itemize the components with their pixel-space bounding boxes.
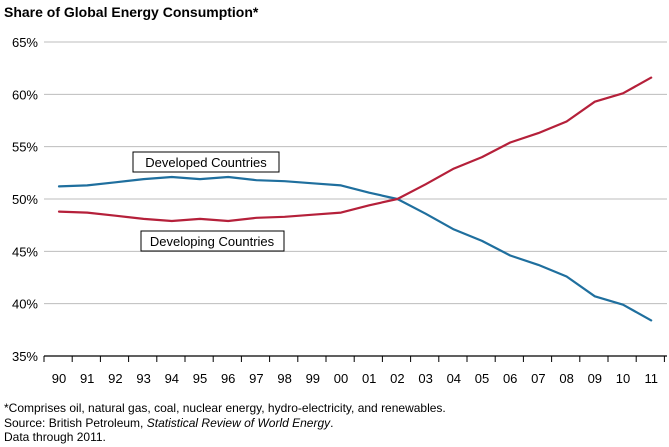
legend-label-developing: Developing Countries bbox=[140, 230, 285, 252]
x-tick-label: 10 bbox=[616, 371, 630, 386]
x-tick-label: 08 bbox=[559, 371, 573, 386]
x-tick-label: 07 bbox=[531, 371, 545, 386]
y-tick-label: 35% bbox=[12, 349, 38, 364]
x-tick-label: 02 bbox=[390, 371, 404, 386]
y-tick-label: 40% bbox=[12, 297, 38, 312]
x-tick-label: 03 bbox=[418, 371, 432, 386]
x-tick-label: 09 bbox=[588, 371, 602, 386]
footnote-definition: *Comprises oil, natural gas, coal, nucle… bbox=[4, 401, 446, 415]
x-tick-label: 11 bbox=[644, 371, 658, 386]
x-tick-label: 91 bbox=[80, 371, 94, 386]
x-tick-label: 98 bbox=[277, 371, 291, 386]
x-tick-label: 92 bbox=[108, 371, 122, 386]
series-line-developing bbox=[57, 76, 653, 223]
x-tick-label: 00 bbox=[334, 371, 348, 386]
x-tick-label: 05 bbox=[475, 371, 489, 386]
chart-title: Share of Global Energy Consumption* bbox=[4, 4, 259, 20]
series-lines bbox=[57, 76, 653, 322]
legend-text-developing: Developing Countries bbox=[150, 234, 275, 249]
legend-label-developed: Developed Countries bbox=[132, 151, 280, 173]
x-tick-label: 01 bbox=[362, 371, 376, 386]
y-axis: 35% 40% 45% 50% 55% 60% 65% bbox=[12, 35, 38, 364]
x-tick-label: 04 bbox=[447, 371, 461, 386]
x-tick-label: 90 bbox=[52, 371, 66, 386]
footnotes: *Comprises oil, natural gas, coal, nucle… bbox=[4, 401, 446, 445]
footnote-source: Source: British Petroleum, Statistical R… bbox=[4, 415, 334, 430]
legend-text-developed: Developed Countries bbox=[145, 155, 267, 170]
y-tick-label: 45% bbox=[12, 244, 38, 259]
x-tick-label: 96 bbox=[221, 371, 235, 386]
y-tick-label: 55% bbox=[12, 140, 38, 155]
x-tick-label: 06 bbox=[503, 371, 517, 386]
x-tick-label: 94 bbox=[165, 371, 179, 386]
x-tick-label: 93 bbox=[136, 371, 150, 386]
x-tick-label: 99 bbox=[306, 371, 320, 386]
y-tick-label: 50% bbox=[12, 192, 38, 207]
series-line-developed bbox=[57, 175, 653, 322]
y-tick-label: 60% bbox=[12, 87, 38, 102]
y-tick-label: 65% bbox=[12, 35, 38, 50]
grid bbox=[44, 41, 667, 305]
x-axis: 90 91 92 93 94 95 96 97 98 99 00 01 02 03 04 05 06 07 08 09… bbox=[43, 355, 667, 386]
x-tick-label: 95 bbox=[193, 371, 207, 386]
source-title: Statistical Review of World Energy bbox=[146, 415, 331, 430]
footnote-data-range: Data through 2011. bbox=[4, 430, 106, 444]
x-tick-label: 97 bbox=[249, 371, 263, 386]
